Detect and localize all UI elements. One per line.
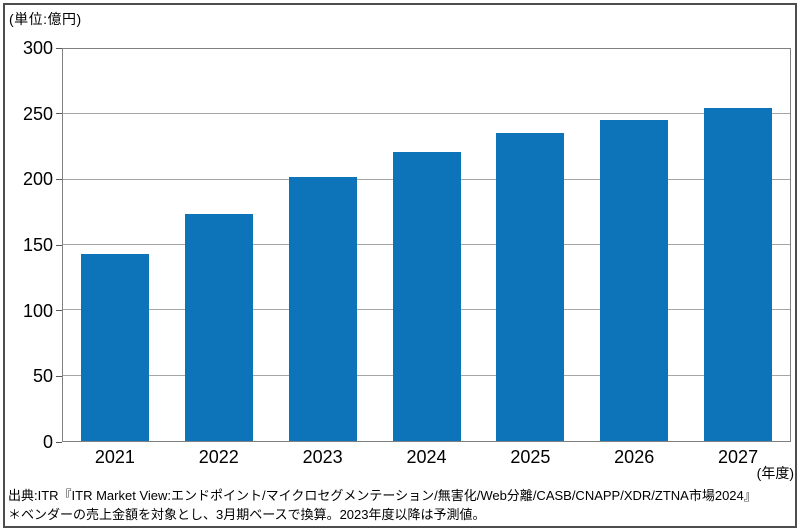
bar-2026 xyxy=(600,119,669,441)
y-axis-label-0: 0 xyxy=(42,432,53,452)
x-axis-label-2024: 2024 xyxy=(406,447,447,467)
bar-2021 xyxy=(80,254,149,441)
x-axis-label-2023: 2023 xyxy=(302,447,343,467)
bar-2025 xyxy=(496,132,565,441)
bar-2023 xyxy=(288,177,357,441)
plot-area xyxy=(62,48,791,442)
x-axis-label-2021: 2021 xyxy=(94,447,135,467)
y-axis-label-300: 300 xyxy=(22,38,53,58)
bar-2027 xyxy=(704,107,773,441)
y-axis-label-50: 50 xyxy=(32,366,53,387)
source-citation: 出典:ITR『ITR Market View:エンドポイント/マイクロセグメンテ… xyxy=(8,488,757,503)
y-axis-tick-0 xyxy=(56,441,62,443)
y-axis-tick-300 xyxy=(56,47,62,49)
y-axis-tick-200 xyxy=(56,178,62,180)
y-axis-tick-100 xyxy=(56,310,62,312)
x-axis-unit-label: (年度) xyxy=(756,465,794,481)
y-axis-label-150: 150 xyxy=(22,235,53,255)
y-axis-label-250: 250 xyxy=(22,103,53,124)
bar-2022 xyxy=(184,213,253,441)
y-axis-tick-50 xyxy=(56,375,62,377)
bar-2024 xyxy=(392,152,461,441)
x-axis-label-2022: 2022 xyxy=(198,447,239,467)
x-axis-label-2027: 2027 xyxy=(718,447,759,467)
x-axis-label-2026: 2026 xyxy=(614,447,655,467)
y-axis-unit-label: (単位:億円) xyxy=(9,11,82,27)
y-axis-label-100: 100 xyxy=(22,300,53,321)
footnote: ＊ベンダーの売上金額を対象とし、3月期ベースで換算。2023年度以降は予測値。 xyxy=(8,507,486,522)
y-axis-label-200: 200 xyxy=(22,169,53,190)
gridline-250 xyxy=(63,113,790,115)
y-axis-tick-250 xyxy=(56,113,62,115)
x-axis-label-2025: 2025 xyxy=(510,447,551,467)
y-axis-tick-150 xyxy=(56,244,62,246)
